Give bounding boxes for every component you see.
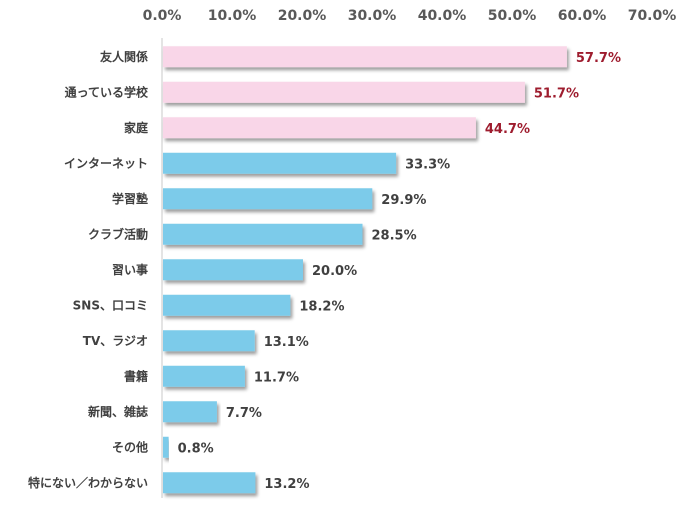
category-label: 新聞、雑誌 [88,404,148,419]
value-label: 13.2% [264,477,309,492]
bar [163,152,397,174]
bar [163,259,303,281]
category-label: 習い事 [112,262,148,277]
category-label: SNS、口コミ [73,298,148,312]
x-tick-label: 70.0% [628,8,676,24]
x-tick-label: 0.0% [143,8,182,24]
x-tick-label: 30.0% [348,8,397,24]
category-label: 書籍 [124,368,148,383]
x-tick-label: 20.0% [278,8,327,24]
value-label: 7.7% [226,406,262,421]
x-tick-label: 40.0% [418,8,467,24]
bar [163,330,255,352]
category-label: その他 [112,439,148,454]
category-label: 特にない／わからない [28,475,148,490]
bar [163,188,373,210]
bar [163,365,245,387]
bar [163,472,256,494]
bar [163,294,291,316]
category-label: インターネット [64,156,148,170]
bar [163,81,525,103]
bar [163,117,476,139]
value-label: 0.8% [178,441,214,456]
bar [163,401,217,423]
value-label: 44.7% [485,122,530,137]
category-label: 家庭 [124,120,148,135]
category-label: 通っている学校 [65,84,149,99]
value-label: 13.1% [264,335,309,350]
value-label: 18.2% [299,299,344,314]
x-axis-ticks: 0.0% 10.0% 20.0% 30.0% 40.0% 50.0% 60.0% 70.0% [143,8,676,24]
x-tick-label: 60.0% [558,8,607,24]
category-label: 学習塾 [112,191,148,206]
value-label: 33.3% [405,157,450,172]
bar [163,223,363,245]
value-label: 51.7% [534,86,579,101]
value-label: 57.7% [576,51,621,66]
bar [163,436,169,458]
category-label: クラブ活動 [88,226,148,241]
category-label: TV、ラジオ [83,334,148,348]
bars-group: 友人関係 57.7% 通っている学校 51.7% 家庭 44.7% インターネット 33.3%… [28,46,621,494]
value-label: 11.7% [254,370,299,385]
category-label: 友人関係 [99,49,148,64]
x-tick-label: 50.0% [488,8,537,24]
value-label: 29.9% [381,193,426,208]
bar [163,46,567,68]
x-tick-label: 10.0% [208,8,257,24]
value-label: 28.5% [372,228,417,243]
value-label: 20.0% [312,264,357,279]
